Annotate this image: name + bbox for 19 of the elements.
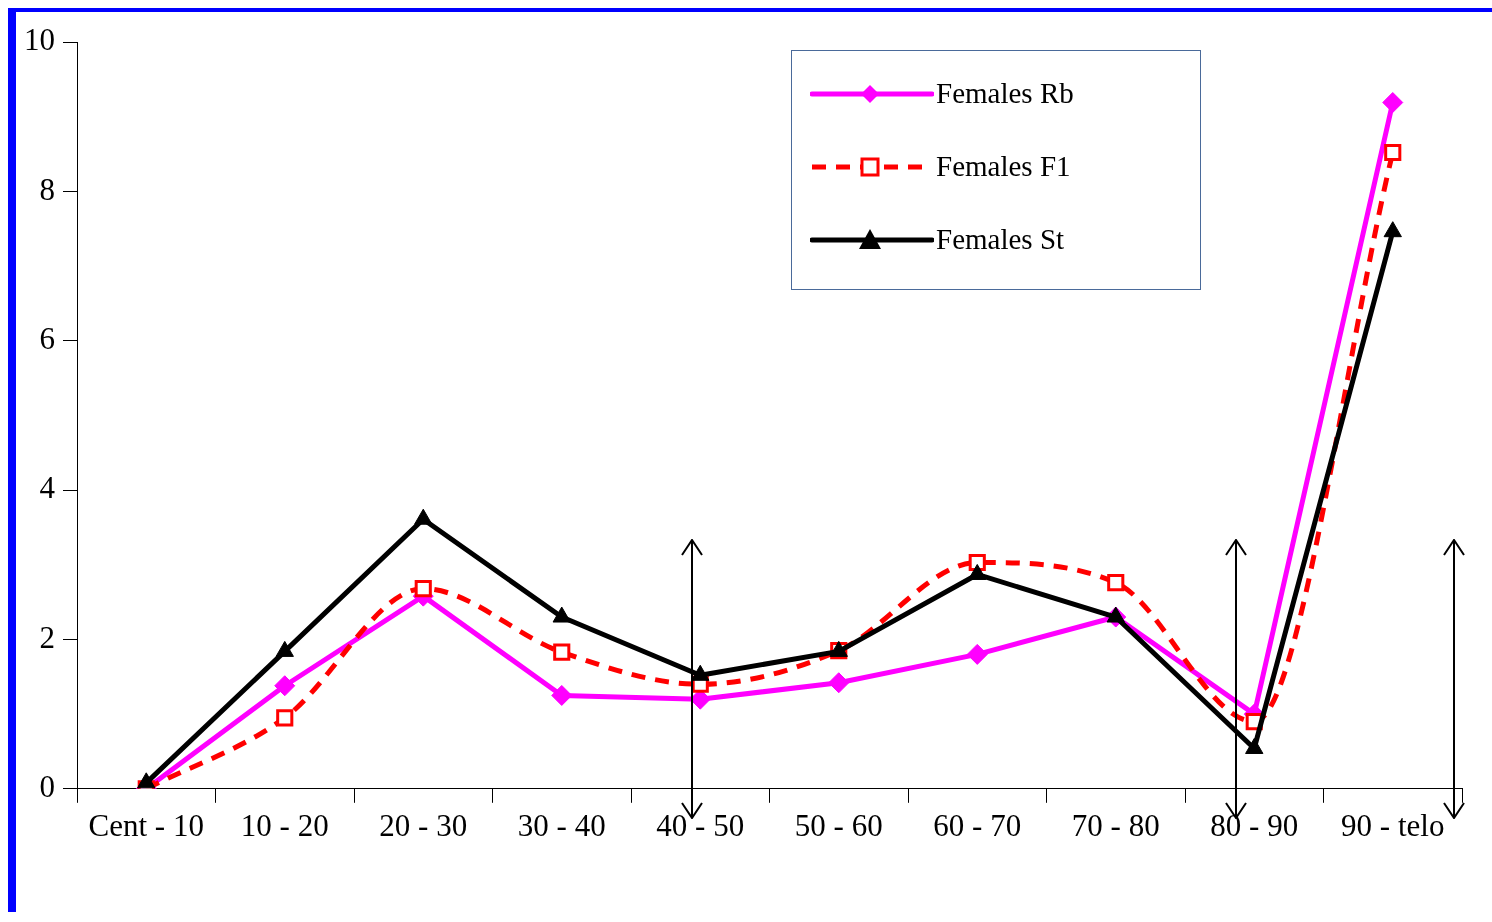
y-tick-label: 0 [39, 768, 55, 804]
x-tick-label: 60 - 70 [933, 807, 1022, 843]
x-tick-label: 70 - 80 [1071, 807, 1160, 843]
legend-label: Females Rb [936, 77, 1074, 110]
y-tick-label: 6 [39, 320, 55, 356]
legend-label: Females F1 [936, 150, 1071, 183]
x-tick-label: 50 - 60 [794, 807, 883, 843]
x-tick-label: Cent - 10 [88, 807, 204, 843]
x-tick-label: 10 - 20 [240, 807, 329, 843]
x-tick-label: 30 - 40 [517, 807, 606, 843]
legend-label: Females St [936, 223, 1065, 256]
x-tick-label: 40 - 50 [656, 807, 745, 843]
x-tick-label: 90 - telo [1341, 807, 1445, 843]
x-tick-label: 20 - 30 [379, 807, 468, 843]
y-tick-label: 8 [39, 171, 55, 207]
y-tick-label: 2 [39, 619, 55, 655]
y-tick-label: 10 [24, 22, 55, 58]
x-tick-label: 80 - 90 [1210, 807, 1299, 843]
y-tick-label: 4 [39, 470, 56, 506]
